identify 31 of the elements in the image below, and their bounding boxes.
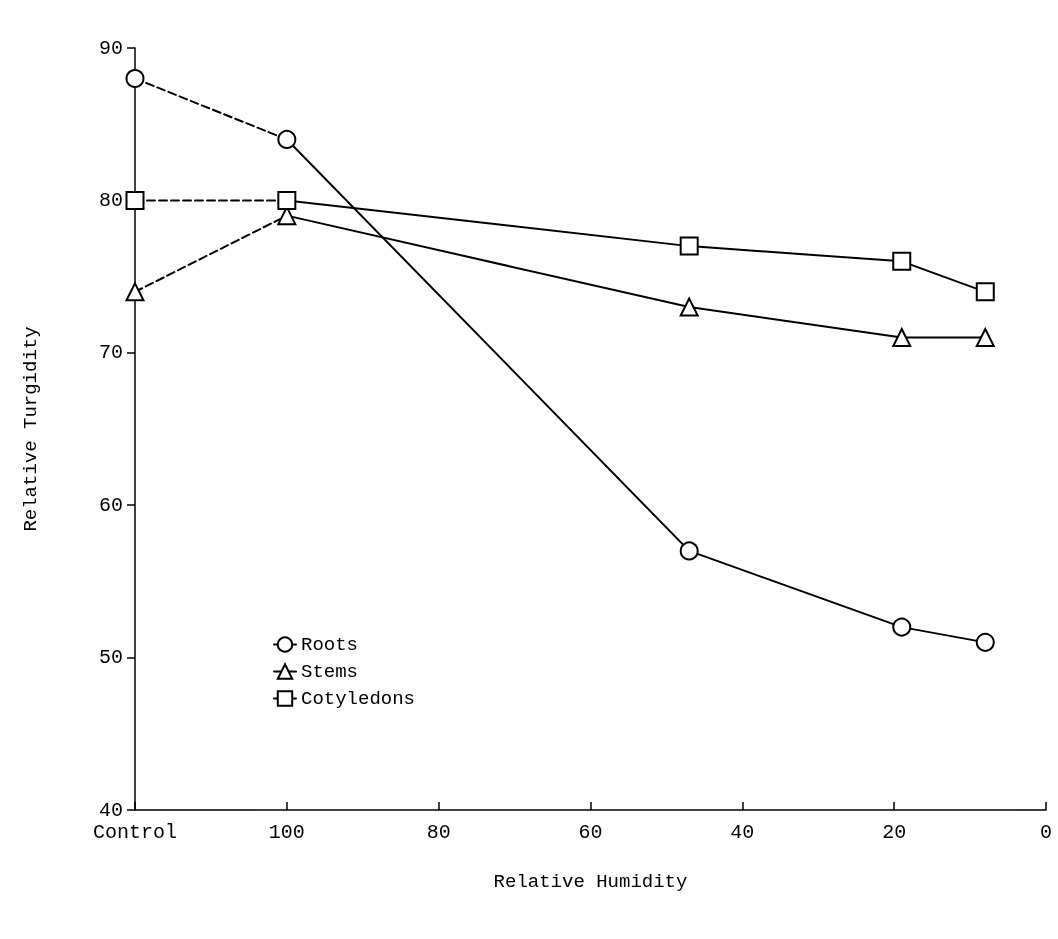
x-tick-label: 80 bbox=[426, 820, 451, 844]
x-tick-label: 60 bbox=[578, 820, 603, 844]
y-axis-title: Relative Turgidity bbox=[19, 326, 42, 532]
legend-label: Cotyledons bbox=[301, 687, 416, 710]
point bbox=[277, 190, 297, 210]
y-tick-label: 70 bbox=[98, 341, 123, 365]
point bbox=[892, 328, 912, 348]
legend-label: Stems bbox=[301, 660, 359, 683]
point bbox=[277, 129, 297, 149]
point bbox=[679, 297, 699, 317]
y-tick-label: 90 bbox=[98, 36, 123, 60]
point bbox=[892, 251, 912, 271]
x-tick-label: Control bbox=[92, 820, 178, 844]
x-tick-label: 40 bbox=[730, 820, 755, 844]
y-tick-label: 60 bbox=[98, 493, 123, 517]
point bbox=[975, 328, 995, 348]
y-tick-label: 80 bbox=[98, 188, 123, 212]
x-axis-title: Relative Humidity bbox=[493, 870, 688, 893]
point bbox=[975, 632, 995, 652]
legend-label: Roots bbox=[301, 633, 359, 656]
point bbox=[679, 541, 699, 561]
point bbox=[679, 236, 699, 256]
x-tick-label: 0 bbox=[1039, 820, 1053, 844]
x-tick-label: 100 bbox=[268, 820, 305, 844]
point bbox=[125, 190, 145, 210]
point bbox=[975, 282, 995, 302]
y-tick-label: 40 bbox=[98, 798, 123, 822]
point bbox=[892, 617, 912, 637]
point bbox=[125, 68, 145, 88]
y-tick-label: 50 bbox=[98, 646, 123, 670]
x-tick-label: 20 bbox=[882, 820, 907, 844]
